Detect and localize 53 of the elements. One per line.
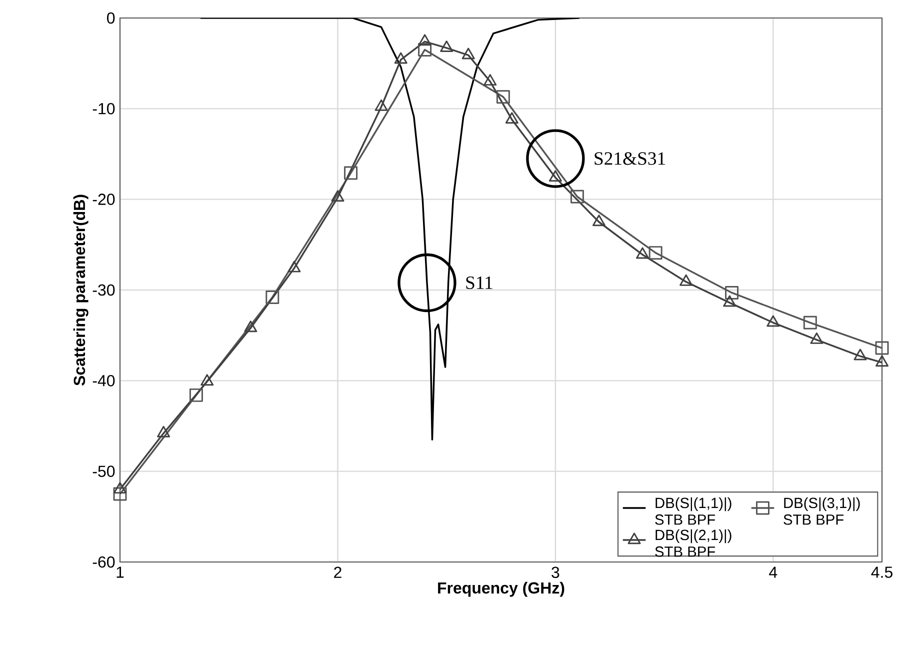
y-tick-label: -10: [92, 103, 115, 114]
x-axis-title: Frequency (GHz): [438, 582, 564, 597]
y-tick-label: -60: [92, 556, 115, 568]
y-tick-label: -50: [92, 466, 115, 477]
annotation: S11: [466, 276, 492, 290]
point: [484, 74, 497, 86]
point: [636, 247, 650, 259]
y-tick-label: -40: [92, 375, 115, 386]
point: [288, 260, 301, 272]
point: [723, 295, 736, 307]
point: [113, 487, 127, 501]
point: [266, 290, 280, 304]
point: [680, 274, 693, 286]
point: [462, 48, 475, 60]
point: [505, 112, 518, 124]
x-tick-label: 3: [552, 566, 560, 578]
point: [570, 190, 584, 204]
point: [648, 246, 662, 260]
point: [344, 166, 358, 180]
point: [157, 426, 170, 438]
point: [418, 34, 432, 46]
line-series: [200, 18, 580, 440]
point: [113, 482, 127, 494]
point: [244, 320, 258, 332]
point: [725, 286, 739, 300]
point: [548, 170, 562, 182]
y-tick-label: 0: [107, 12, 115, 24]
x-tick-label: 4.5: [871, 566, 892, 578]
point: [189, 388, 203, 402]
point: [496, 90, 510, 104]
legend-label: DB(S|(2,1)|) STB BPF: [655, 529, 732, 557]
point: [200, 374, 214, 386]
point: [854, 348, 867, 360]
point: [592, 214, 606, 226]
point: [374, 99, 388, 111]
point: [803, 316, 817, 330]
point: [331, 190, 344, 202]
point: [875, 355, 889, 367]
x-tick-label: 4: [769, 566, 778, 578]
y-tick-label: -20: [92, 194, 115, 205]
point: [875, 341, 889, 355]
x-tick-label: 1: [116, 566, 124, 578]
y-axis-title: Scattering parameter(dB): [73, 194, 88, 386]
x-tick-label: 2: [334, 566, 342, 578]
y-tick-label: -30: [92, 284, 115, 296]
legend-label: DB(S|(3,1)|) STB BPF: [784, 497, 860, 525]
point: [766, 315, 780, 327]
point: [440, 40, 454, 52]
point: [418, 43, 432, 56]
legend-label: DB(S|(1,1)|) STB BPF: [655, 497, 732, 525]
point: [394, 52, 408, 64]
point: [810, 332, 824, 344]
annotation: S21&S31: [594, 152, 665, 165]
